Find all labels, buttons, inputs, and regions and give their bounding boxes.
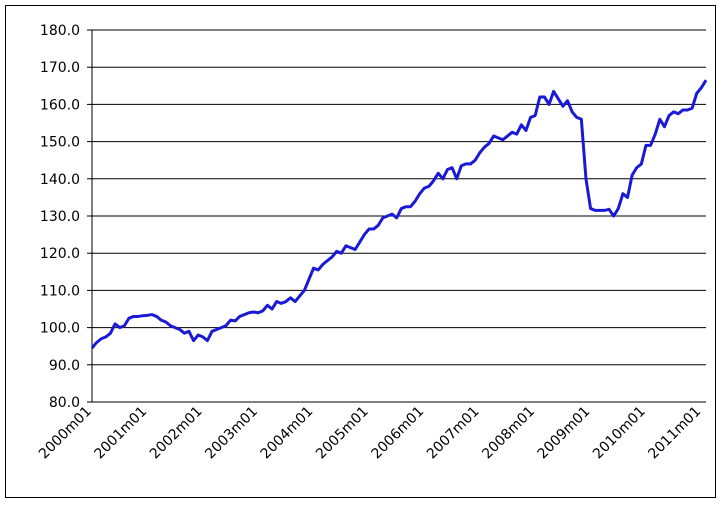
y-tick-label: 110.0 [40, 283, 80, 299]
y-tick-label: 90.0 [49, 358, 80, 374]
y-tick-label: 100.0 [40, 321, 80, 337]
y-tick-label: 120.0 [40, 246, 80, 262]
y-tick-label: 140.0 [40, 172, 80, 188]
y-tick-label: 80.0 [49, 395, 80, 411]
y-tick-label: 130.0 [40, 209, 80, 225]
y-tick-label: 150.0 [40, 135, 80, 151]
y-tick-label: 180.0 [40, 23, 80, 39]
y-tick-label: 170.0 [40, 60, 80, 76]
chart-frame [5, 5, 716, 498]
y-tick-label: 160.0 [40, 97, 80, 113]
data-line [90, 79, 708, 350]
